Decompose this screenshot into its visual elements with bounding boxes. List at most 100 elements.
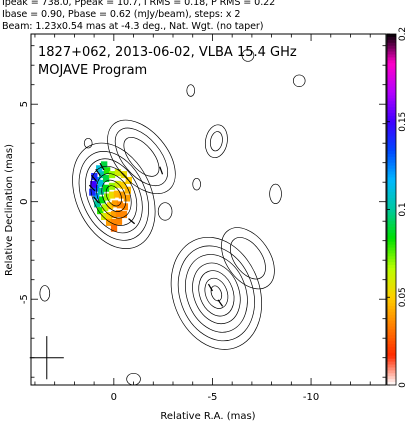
colorbar-tick-label: 0.05 (398, 287, 408, 307)
pol-pixel (119, 181, 127, 189)
colorbar-segment (387, 335, 396, 339)
y-tick-label: 0 (19, 199, 30, 205)
pol-pixel (96, 165, 103, 173)
pol-pixel (94, 200, 101, 208)
colorbar-segment (387, 186, 396, 190)
pol-pixel (118, 191, 126, 199)
colorbar-segment (387, 95, 396, 99)
colorbar-segment (387, 311, 396, 316)
total-intensity-contours (39, 49, 306, 385)
colorbar-segment (387, 332, 396, 336)
colorbar-segment (387, 270, 396, 275)
colorbar-segment (387, 227, 396, 231)
colorbar-segment (387, 142, 396, 146)
colorbar-segment (387, 63, 396, 67)
contour-core (72, 142, 156, 249)
x-axis-label: Relative R.A. (mas) (160, 411, 255, 422)
colorbar-segment (387, 232, 396, 237)
colorbar-segment (387, 355, 396, 360)
contour-core (90, 165, 138, 226)
colorbar-segment (387, 77, 396, 82)
colorbar-segment (387, 200, 396, 205)
plot-frame (30, 33, 387, 386)
colorbar-segment (387, 110, 396, 114)
colorbar-segment (387, 89, 396, 93)
colorbar-segment (387, 139, 396, 143)
contour-blob-b (157, 202, 173, 221)
colorbar-segment (387, 367, 396, 371)
colorbar-segment (387, 262, 396, 266)
contour-core (78, 151, 149, 241)
evpa-vector (93, 196, 100, 204)
colorbar-segment (387, 165, 396, 170)
pol-pixel (114, 169, 122, 177)
colorbar-segment (387, 74, 396, 79)
colorbar-segment (387, 156, 396, 161)
colorbar-segment (387, 326, 396, 330)
pol-pixel (98, 187, 105, 195)
evpa-vector (88, 184, 96, 192)
colorbar-segment (387, 148, 396, 152)
colorbar-segment (387, 107, 396, 111)
polarization-image (89, 161, 132, 232)
contour-core (101, 179, 127, 212)
colorbar-segment (387, 127, 396, 132)
colorbar-segment (387, 133, 396, 137)
colorbar-segment (387, 54, 396, 58)
colorbar-segment (387, 376, 396, 380)
colorbar-segment (387, 250, 396, 254)
contour-south-blob (185, 254, 248, 333)
colorbar-segment (387, 218, 396, 222)
contour-blob-f (39, 285, 51, 302)
colorbar-segment (387, 42, 396, 47)
colorbar-segment (387, 352, 396, 357)
colorbar-segment (387, 259, 396, 263)
colorbar-segment (387, 361, 396, 366)
pol-pixel (89, 188, 96, 196)
colorbar-segment (387, 124, 396, 129)
colorbar-segment (387, 72, 396, 76)
pol-pixel (101, 161, 108, 169)
colorbar-segment (387, 203, 396, 208)
pol-pixel (102, 204, 109, 212)
colorbar (387, 34, 396, 386)
colorbar-segment (387, 121, 396, 126)
colorbar-segment (387, 69, 396, 73)
colorbar-segment (387, 209, 396, 213)
pol-pixel (101, 213, 108, 221)
colorbar-segment (387, 221, 396, 225)
colorbar-segment (387, 118, 396, 123)
colorbar-segment (387, 273, 396, 278)
contour-blob-e (269, 183, 282, 204)
pol-pixel (98, 179, 105, 187)
colorbar-segment (387, 306, 396, 310)
pol-pixel (124, 186, 131, 194)
colorbar-segment (387, 92, 396, 96)
colorbar-tick-labels: 0 0.05 0.1 0.15 0.2 (387, 27, 408, 388)
colorbar-segment (387, 265, 396, 269)
colorbar-segment (387, 136, 396, 140)
contour-core (84, 158, 143, 234)
contour-blob-c (186, 84, 196, 97)
pol-pixel (106, 202, 114, 210)
colorbar-segment (387, 39, 396, 44)
colorbar-segment (387, 256, 396, 260)
pol-pixel (99, 196, 106, 204)
pol-pixel (115, 217, 123, 225)
colorbar-segment (387, 276, 396, 281)
colorbar-segment (387, 314, 396, 319)
contour-blob-a (209, 131, 223, 152)
colorbar-segment (387, 115, 396, 120)
evpa-vectors (88, 162, 224, 307)
colorbar-segment (387, 51, 396, 55)
colorbar-segment (387, 285, 396, 289)
colorbar-segment (387, 98, 396, 102)
colorbar-segment (387, 370, 396, 374)
colorbar-segment (387, 174, 396, 178)
colorbar-segment (387, 168, 396, 172)
colorbar-segment (387, 373, 396, 377)
colorbar-segment (387, 247, 396, 251)
colorbar-segment (387, 341, 396, 345)
colorbar-segment (387, 36, 396, 41)
colorbar-segment (387, 34, 396, 38)
